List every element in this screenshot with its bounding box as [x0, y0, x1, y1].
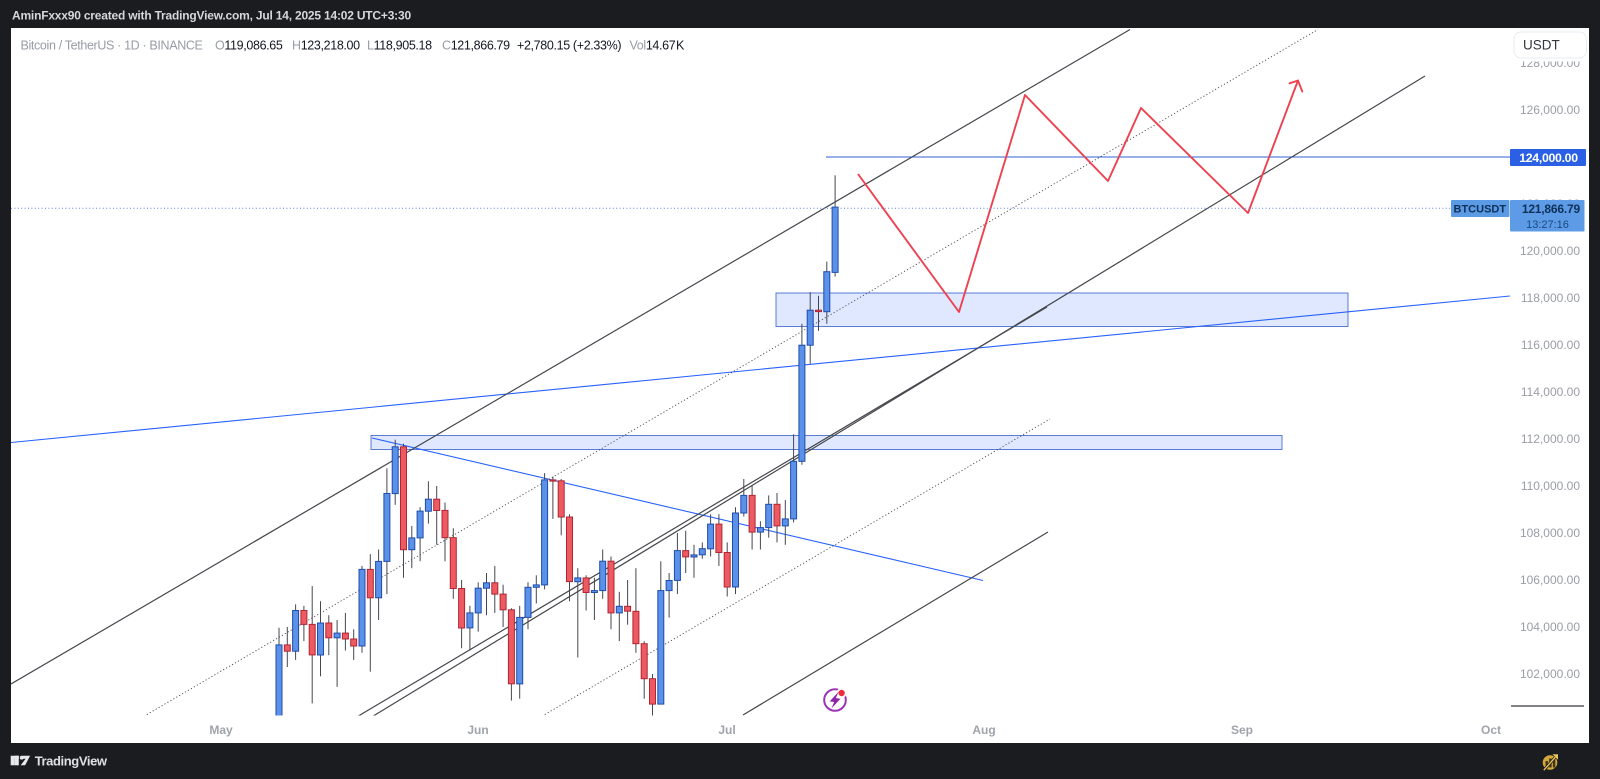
svg-text:102,000.00: 102,000.00	[1520, 667, 1580, 681]
svg-text:Jun: Jun	[467, 723, 488, 737]
svg-text:110,000.00: 110,000.00	[1521, 479, 1580, 493]
svg-text:Bitcoin / TetherUS · 1D · BINA: Bitcoin / TetherUS · 1D · BINANCE	[21, 38, 203, 52]
svg-text:Aug: Aug	[972, 723, 995, 737]
svg-text:114,000.00: 114,000.00	[1521, 385, 1580, 399]
svg-text:104,000.00: 104,000.00	[1520, 620, 1580, 634]
svg-text:112,000.00: 112,000.00	[1521, 432, 1580, 446]
svg-text:106,000.00: 106,000.00	[1520, 573, 1580, 587]
svg-text:C121,866.79: C121,866.79	[442, 38, 510, 52]
svg-text:AminFxxx90 created with Tradin: AminFxxx90 created with TradingView.com,…	[12, 9, 411, 23]
svg-text:BTCUSDT: BTCUSDT	[1454, 204, 1507, 216]
svg-text:Jul: Jul	[718, 723, 735, 737]
svg-text:Vol14.67 K: Vol14.67 K	[630, 38, 686, 52]
svg-text:126,000.00: 126,000.00	[1520, 103, 1580, 117]
svg-text:124,000.00: 124,000.00	[1519, 151, 1578, 165]
svg-text:108,000.00: 108,000.00	[1520, 526, 1580, 540]
svg-text:TradingView: TradingView	[35, 753, 108, 768]
svg-text:Oct: Oct	[1481, 723, 1501, 737]
svg-text:May: May	[209, 723, 233, 737]
svg-text:USDT: USDT	[1523, 38, 1560, 53]
svg-text:O119,086.65: O119,086.65	[215, 38, 283, 52]
svg-text:+2,780.15 (+2.33%): +2,780.15 (+2.33%)	[517, 38, 621, 52]
svg-text:H123,218.00: H123,218.00	[292, 38, 360, 52]
svg-text:L118,905.18: L118,905.18	[367, 38, 432, 52]
svg-text:120,000.00: 120,000.00	[1520, 244, 1580, 258]
svg-text:13:27:16: 13:27:16	[1526, 219, 1569, 231]
svg-text:116,000.00: 116,000.00	[1521, 338, 1580, 352]
svg-text:121,866.79: 121,866.79	[1522, 202, 1581, 216]
svg-text:118,000.00: 118,000.00	[1521, 291, 1580, 305]
svg-text:Sep: Sep	[1231, 723, 1253, 737]
